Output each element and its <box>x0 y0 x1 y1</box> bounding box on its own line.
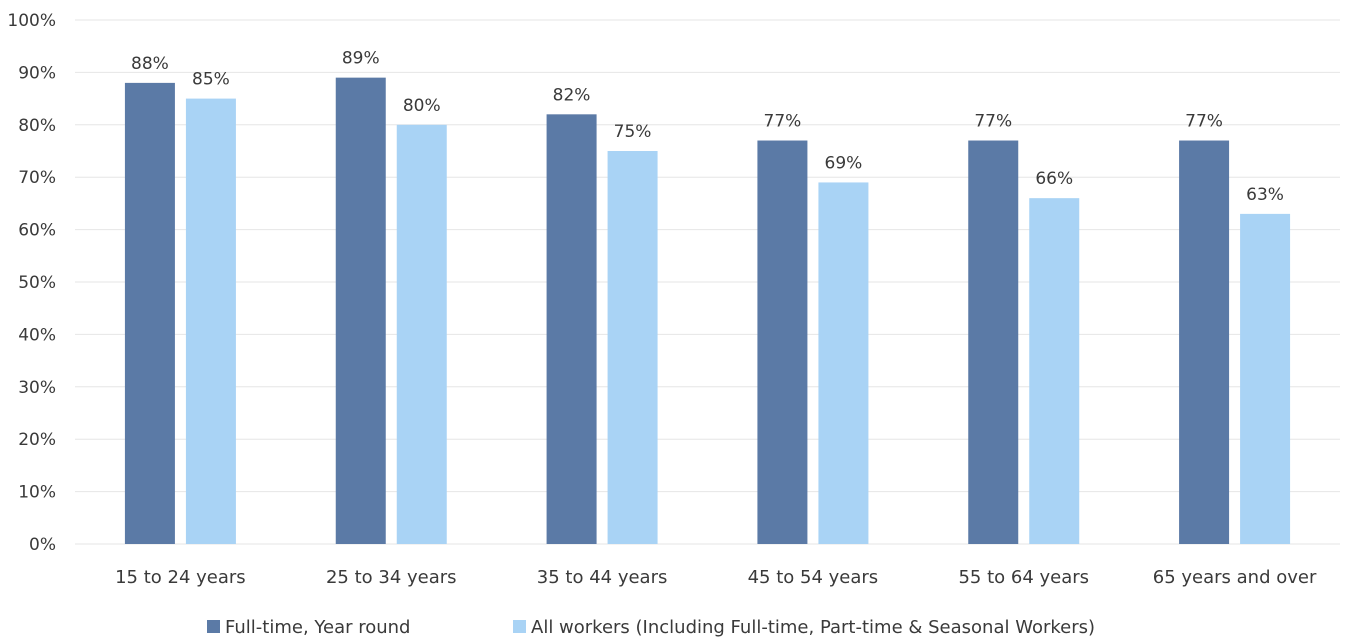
data-label: 88% <box>131 54 169 74</box>
x-tick-label: 65 years and over <box>1153 567 1317 588</box>
legend-label: All workers (Including Full-time, Part-t… <box>531 617 1095 638</box>
bar <box>757 140 808 544</box>
bar <box>968 140 1019 544</box>
bar <box>1029 198 1080 544</box>
data-label: 69% <box>825 153 863 173</box>
y-tick-label: 70% <box>18 168 56 188</box>
x-tick-label: 55 to 64 years <box>958 567 1089 588</box>
y-tick-label: 0% <box>29 535 56 555</box>
bar <box>124 82 175 544</box>
legend-swatch <box>207 620 220 633</box>
bar <box>546 114 597 544</box>
bar <box>185 98 236 544</box>
y-tick-label: 10% <box>18 483 56 503</box>
bar <box>818 182 869 544</box>
x-tick-label: 45 to 54 years <box>748 567 879 588</box>
data-label: 82% <box>553 85 591 105</box>
bar <box>1179 140 1230 544</box>
x-tick-label: 35 to 44 years <box>537 567 668 588</box>
y-tick-label: 60% <box>18 221 56 241</box>
data-label: 77% <box>764 112 802 132</box>
data-label: 75% <box>614 122 652 142</box>
x-tick-label: 25 to 34 years <box>326 567 457 588</box>
y-tick-label: 20% <box>18 430 56 450</box>
data-label: 77% <box>1185 112 1223 132</box>
y-tick-label: 30% <box>18 378 56 398</box>
x-tick-label: 15 to 24 years <box>115 567 246 588</box>
bar <box>396 124 447 545</box>
bar <box>1240 213 1291 544</box>
y-tick-label: 80% <box>18 116 56 136</box>
bar <box>607 151 658 544</box>
y-tick-label: 90% <box>18 63 56 83</box>
data-label: 77% <box>974 112 1012 132</box>
data-label: 66% <box>1035 169 1073 189</box>
y-tick-label: 100% <box>7 11 56 31</box>
data-label: 80% <box>403 96 441 116</box>
y-tick-label: 40% <box>18 325 56 345</box>
legend-swatch <box>513 620 526 633</box>
data-label: 63% <box>1246 185 1284 205</box>
legend-label: Full-time, Year round <box>225 617 410 638</box>
data-label: 85% <box>192 70 230 90</box>
y-tick-label: 50% <box>18 273 56 293</box>
bar <box>335 77 386 544</box>
data-label: 89% <box>342 49 380 69</box>
